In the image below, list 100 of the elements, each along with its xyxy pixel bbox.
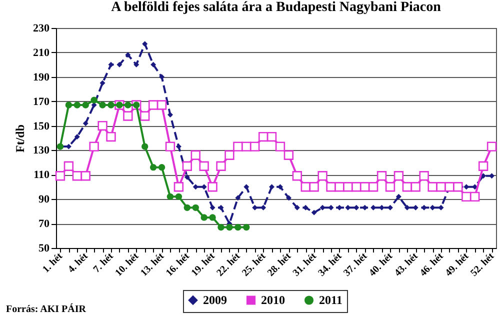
point xyxy=(184,204,191,212)
point xyxy=(125,52,131,58)
x-tick-label: 28. hét xyxy=(266,250,294,279)
y-tick-label: 170 xyxy=(33,96,50,108)
point xyxy=(396,194,402,200)
point xyxy=(224,150,234,160)
point xyxy=(486,142,497,152)
point xyxy=(108,102,114,108)
point xyxy=(292,171,302,181)
point xyxy=(200,214,208,221)
point xyxy=(394,171,404,181)
y-tick-label: 130 xyxy=(33,144,50,157)
point xyxy=(478,161,488,171)
point xyxy=(208,182,218,192)
y-tick-label: 70 xyxy=(38,218,50,230)
point xyxy=(175,193,182,200)
chart-title: A belföldi fejes saláta ára a Budapesti Nagybani Piacon xyxy=(111,0,442,15)
point xyxy=(158,164,166,171)
point xyxy=(192,184,198,190)
point xyxy=(269,184,275,190)
point xyxy=(174,182,184,192)
point xyxy=(385,182,396,192)
point xyxy=(134,62,140,68)
point xyxy=(141,143,148,150)
point xyxy=(123,111,133,121)
point xyxy=(480,173,486,179)
y-tick-label: 110 xyxy=(34,169,50,182)
point xyxy=(74,102,81,108)
point xyxy=(159,74,165,80)
point xyxy=(99,102,106,108)
point xyxy=(100,80,106,86)
point xyxy=(82,120,88,126)
point xyxy=(150,62,156,68)
point xyxy=(210,204,216,210)
point xyxy=(108,62,114,68)
point xyxy=(235,195,241,201)
point xyxy=(226,224,233,231)
point xyxy=(216,161,226,171)
point xyxy=(176,144,182,150)
point xyxy=(199,161,209,171)
point xyxy=(80,171,90,181)
point xyxy=(376,171,387,181)
point xyxy=(311,210,317,216)
point xyxy=(124,102,132,108)
point xyxy=(209,214,216,221)
point xyxy=(150,164,157,171)
point xyxy=(142,41,148,47)
point xyxy=(243,224,250,231)
point xyxy=(165,142,176,152)
point xyxy=(379,204,385,210)
point xyxy=(233,142,243,152)
point xyxy=(218,224,224,231)
point xyxy=(275,142,286,152)
point xyxy=(167,112,173,118)
point xyxy=(190,150,200,160)
point xyxy=(244,184,250,190)
point xyxy=(354,204,360,210)
text: Forrás: AKI PÁIR xyxy=(6,304,86,315)
point xyxy=(65,102,72,108)
point xyxy=(309,182,319,192)
point xyxy=(318,171,328,181)
point xyxy=(55,171,66,181)
point xyxy=(234,224,242,231)
point xyxy=(242,142,252,152)
point xyxy=(419,171,429,181)
point xyxy=(286,195,292,201)
point xyxy=(82,102,89,108)
point xyxy=(90,96,98,104)
x-tick-label: 4. hét xyxy=(66,250,91,276)
point xyxy=(470,192,480,202)
point xyxy=(89,142,99,152)
point xyxy=(192,204,199,212)
point xyxy=(156,100,167,110)
y-tick-label: 150 xyxy=(33,120,50,132)
point xyxy=(98,120,108,131)
y-axis-title: Ft/db xyxy=(13,124,27,153)
point xyxy=(489,173,495,179)
point xyxy=(184,174,190,180)
point xyxy=(284,150,294,160)
point xyxy=(106,132,116,142)
point xyxy=(116,62,122,68)
point xyxy=(410,182,420,192)
point xyxy=(266,132,277,142)
y-tick-label: 90 xyxy=(38,194,50,206)
point xyxy=(166,193,174,200)
point xyxy=(368,182,378,192)
x-tick-label: 31. hét xyxy=(291,250,320,279)
point xyxy=(148,100,158,110)
point xyxy=(182,161,192,171)
point xyxy=(74,134,80,140)
legend-label: 2009 xyxy=(203,293,227,308)
point xyxy=(140,111,150,121)
point xyxy=(250,142,260,152)
y-tick-label: 230 xyxy=(33,22,50,34)
point xyxy=(404,204,410,210)
point xyxy=(294,204,300,210)
legend-label: 2011 xyxy=(319,293,342,308)
legend-label: 2010 xyxy=(261,293,285,308)
point xyxy=(260,204,266,210)
y-tick-label: 210 xyxy=(33,46,50,59)
